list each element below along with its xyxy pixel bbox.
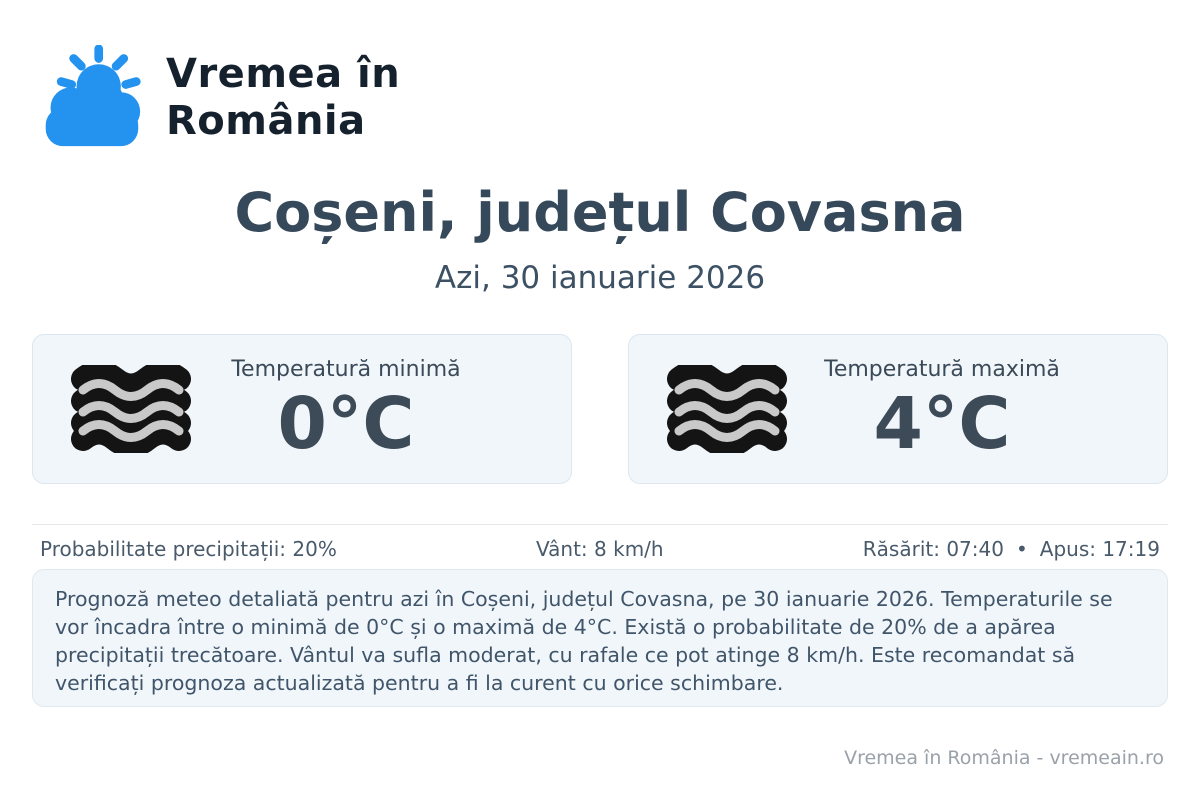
footer-credit: Vremea în România - vremeain.ro — [844, 746, 1164, 769]
temp-min-text: Temperatură minimă 0°C — [211, 356, 481, 460]
forecast-text: Prognoză meteo detaliată pentru azi în C… — [55, 586, 1113, 695]
sun-cloud-logo-icon — [45, 45, 141, 147]
temp-min-label: Temperatură minimă — [231, 357, 461, 383]
fog-icon — [667, 364, 787, 453]
temp-max-text: Temperatură maximă 4°C — [807, 356, 1077, 460]
bullet-separator: • — [1015, 536, 1028, 561]
brand-name-line2: România — [166, 98, 366, 144]
temp-max-value: 4°C — [873, 381, 1011, 465]
temp-min-value: 0°C — [277, 381, 415, 465]
brand-name-line1: Vremea în — [166, 51, 401, 98]
temp-min-card: Temperatură minimă 0°C — [32, 333, 572, 484]
sun-times: Răsărit: 07:40 • Apus: 17:19 — [863, 537, 1160, 561]
forecast-box: Prognoză meteo detaliată pentru azi în C… — [32, 568, 1168, 707]
temperature-cards: Temperatură minimă 0°C Temperatu — [32, 333, 1168, 484]
sunrise-time: Răsărit: 07:40 — [862, 536, 1004, 561]
temp-max-card: Temperatură maximă 4°C — [628, 333, 1168, 484]
fog-icon — [71, 364, 191, 453]
divider — [32, 523, 1168, 525]
sunset-time: Apus: 17:19 — [1039, 536, 1160, 561]
details-row: Probabilitate precipitații: 20% Vânt: 8 … — [32, 535, 1168, 563]
date-subtitle: Azi, 30 ianuarie 2026 — [434, 259, 766, 296]
precipitation-probability: Probabilitate precipitații: 20% — [40, 536, 337, 561]
brand-name: Vremea în România — [166, 51, 400, 145]
wind-speed: Vânt: 8 km/h — [536, 536, 664, 561]
brand-header[interactable]: Vremea în România — [38, 0, 1168, 151]
page-title: Coșeni, județul Covasna — [234, 181, 966, 244]
temp-max-label: Temperatură maximă — [824, 357, 1060, 383]
